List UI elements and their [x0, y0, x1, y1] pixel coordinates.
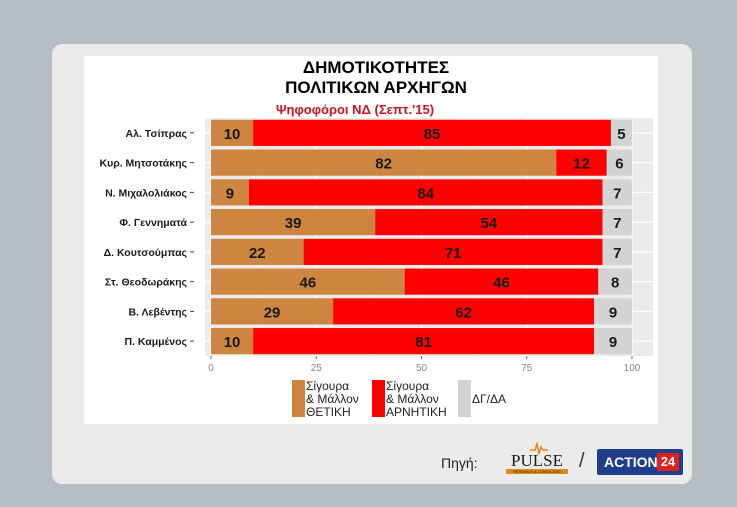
- data-label: 84: [417, 185, 434, 202]
- x-tick-label: 50: [416, 363, 428, 374]
- bar-segment: [556, 149, 607, 176]
- data-label: 54: [481, 215, 498, 232]
- data-label: 7: [613, 215, 621, 232]
- data-label: 5: [617, 126, 625, 143]
- x-tick-label: 0: [208, 363, 214, 374]
- bar-segment: [598, 268, 632, 295]
- bar-segment: [211, 238, 304, 265]
- data-label: 82: [375, 156, 392, 173]
- bar-segment: [602, 238, 632, 265]
- bar-segment: [594, 298, 632, 325]
- data-label: 29: [264, 304, 281, 321]
- category-label: Στ. Θεοδωράκης: [105, 277, 188, 289]
- legend-line: & Μάλλον: [386, 392, 439, 406]
- category-label: Φ. Γεννηματά: [119, 217, 187, 229]
- bar-segment: [602, 209, 632, 236]
- pulse-wave-icon: [530, 440, 548, 455]
- bar-segment: [610, 119, 632, 146]
- x-tick-label: 100: [624, 363, 641, 374]
- pulse-logo-text: PULSE: [511, 451, 563, 470]
- bar-segment: [404, 268, 599, 295]
- chart-title-line-2: ΠΟΛΙΤΙΚΩΝ ΑΡΧΗΓΩΝ: [285, 78, 467, 97]
- bar-segment: [253, 328, 595, 355]
- pulse-logo-subtext: RESEARCH & CONSULTING: [513, 470, 561, 474]
- x-tick-label: 75: [521, 363, 533, 374]
- data-label: 7: [613, 245, 621, 262]
- bar-segment: [602, 179, 632, 206]
- chart-title-line-1: ΔΗΜΟΤΙΚΟΤΗΤΕΣ: [302, 58, 450, 77]
- legend-swatch-negative: [372, 380, 385, 417]
- category-label: Β. Λεβέντης: [128, 306, 187, 318]
- category-label: Κυρ. Μητσοτάκης: [100, 158, 188, 170]
- data-label: 22: [249, 245, 266, 262]
- data-label: 12: [573, 156, 590, 173]
- pulse-logo: PULSE RESEARCH & CONSULTING: [506, 440, 568, 474]
- legend-line: & Μάλλον: [306, 392, 359, 406]
- legend-label-dk-na: ΔΓ/ΔΑ: [472, 393, 506, 406]
- category-label: Ν. Μιχαλολιάκος: [105, 187, 187, 199]
- bar-segment: [253, 119, 611, 146]
- data-label: 10: [224, 334, 241, 351]
- legend-label-positive: Σίγουρα & Μάλλον ΘΕΤΙΚΗ: [306, 380, 359, 419]
- chart-subtitle: Ψηφοφόροι ΝΔ (Σεπτ.'15): [276, 102, 435, 117]
- category-label: Π. Καμμένος: [124, 336, 187, 348]
- data-label: 8: [611, 275, 619, 292]
- legend-swatch-dk-na: [458, 380, 471, 417]
- data-label: 10: [224, 126, 241, 143]
- bar-segment: [211, 209, 376, 236]
- bar-segment: [333, 298, 595, 325]
- data-label: 46: [493, 275, 510, 292]
- bar-segment: [606, 149, 632, 176]
- data-label: 7: [613, 185, 621, 202]
- chart-title: ΔΗΜΟΤΙΚΟΤΗΤΕΣ ΠΟΛΙΤΙΚΩΝ ΑΡΧΗΓΩΝ: [226, 58, 526, 98]
- bar-segment: [303, 238, 603, 265]
- data-label: 62: [455, 304, 472, 321]
- bar-segment: [594, 328, 632, 355]
- data-label: 9: [609, 304, 617, 321]
- data-label: 9: [226, 185, 234, 202]
- action24-logo: ACTION 24: [597, 449, 683, 475]
- action24-logo-number: 24: [657, 453, 679, 471]
- data-label: 6: [615, 156, 623, 173]
- category-label: Αλ. Τσίπρας: [126, 128, 188, 140]
- bar-segment: [375, 209, 603, 236]
- legend-swatch-positive: [292, 380, 305, 417]
- legend-line: ΔΓ/ΔΑ: [472, 392, 506, 406]
- legend-line: Σίγουρα: [386, 379, 430, 393]
- bar-segment: [211, 328, 254, 355]
- data-label: 46: [299, 275, 316, 292]
- legend-line: ΑΡΝΗΤΙΚΗ: [386, 405, 447, 419]
- bar-segment: [211, 298, 334, 325]
- action24-logo-word: ACTION: [604, 454, 658, 470]
- data-label: 71: [445, 245, 462, 262]
- data-label: 85: [424, 126, 441, 143]
- bar-segment: [211, 268, 405, 295]
- legend-line: Σίγουρα: [306, 379, 350, 393]
- source-label: Πηγή:: [441, 455, 478, 471]
- bar-segment: [211, 179, 249, 206]
- bar-segment: [211, 149, 557, 176]
- legend-line: ΘΕΤΙΚΗ: [306, 405, 351, 419]
- data-label: 9: [609, 334, 617, 351]
- logo-separator: /: [579, 450, 585, 472]
- x-tick-label: 25: [311, 363, 323, 374]
- legend-label-negative: Σίγουρα & Μάλλον ΑΡΝΗΤΙΚΗ: [386, 380, 447, 419]
- bar-segment: [248, 179, 603, 206]
- data-label: 81: [415, 334, 432, 351]
- category-label: Δ. Κουτσούμπας: [104, 247, 188, 259]
- bar-segment: [211, 119, 254, 146]
- data-label: 39: [285, 215, 302, 232]
